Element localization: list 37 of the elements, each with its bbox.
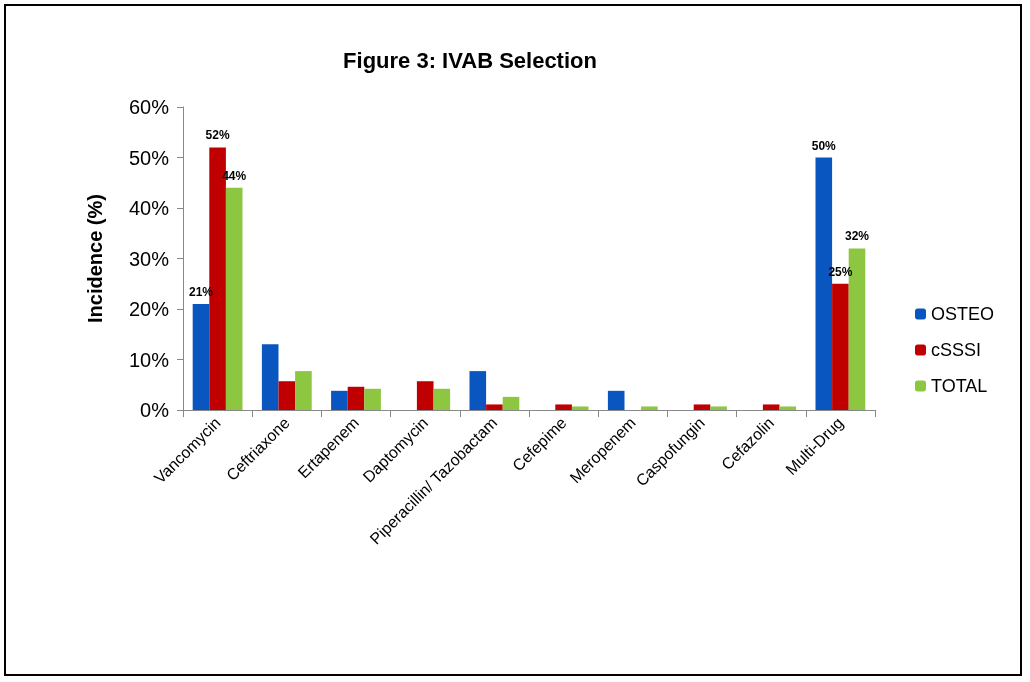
bar <box>555 404 572 410</box>
bar <box>762 404 780 410</box>
legend-label: OSTEO <box>931 304 995 324</box>
bar <box>486 404 503 410</box>
y-tick-label: 0% <box>140 399 170 421</box>
y-axis-title: Incidence (%) <box>84 194 106 323</box>
bar <box>607 390 625 410</box>
bar <box>278 381 296 410</box>
chart-title: Figure 3: IVAB Selection <box>343 47 597 73</box>
y-tick-label: 40% <box>128 197 170 219</box>
data-label: 50% <box>811 138 837 153</box>
bar <box>710 406 727 410</box>
bar <box>225 187 243 410</box>
y-tick-label: 10% <box>128 348 170 371</box>
bar <box>364 388 381 410</box>
data-label: 32% <box>844 229 870 244</box>
bar <box>416 381 434 410</box>
bar <box>347 386 365 410</box>
bar <box>571 406 589 410</box>
y-tick-label: 60% <box>128 96 170 118</box>
bar <box>469 371 487 410</box>
bar <box>331 390 348 410</box>
bar <box>295 371 312 410</box>
bar <box>832 283 849 410</box>
bar <box>693 404 711 410</box>
bar <box>433 388 451 410</box>
bar <box>261 344 279 410</box>
bar <box>192 303 210 410</box>
bar <box>641 406 658 410</box>
bar <box>779 406 797 410</box>
bar <box>502 396 520 410</box>
data-label: 52% <box>205 128 230 143</box>
legend-label: TOTAL <box>931 376 988 396</box>
y-tick-label: 20% <box>128 298 170 320</box>
y-tick-label: 50% <box>128 146 170 169</box>
y-tick-label: 30% <box>128 247 170 270</box>
legend-label: cSSSI <box>931 340 982 360</box>
